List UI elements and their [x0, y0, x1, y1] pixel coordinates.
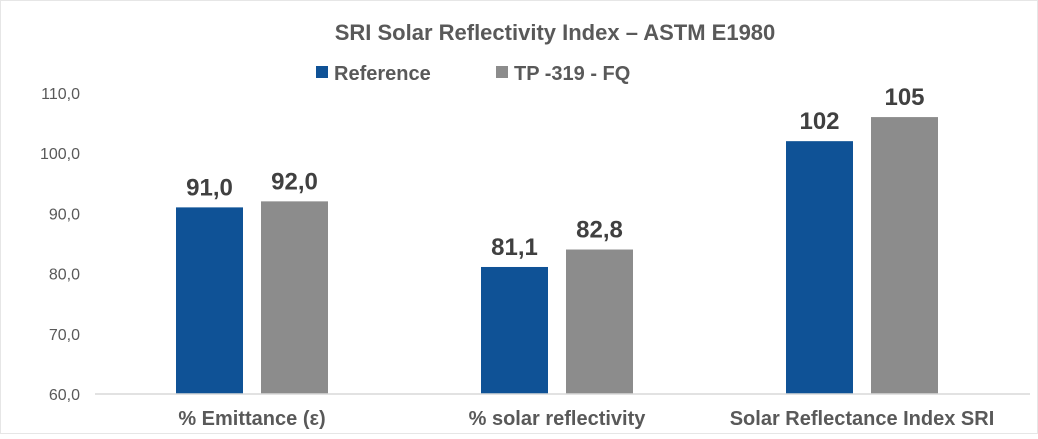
- data-label: 105: [884, 84, 924, 111]
- chart-title: SRI Solar Reflectivity Index – ASTM E198…: [335, 20, 776, 45]
- x-axis: % Emittance (ε) % solar reflectivity Solar…: [178, 408, 994, 430]
- legend-label-0: Reference: [334, 63, 431, 85]
- y-tick-label: 90,0: [49, 206, 80, 223]
- bars: 91,0 92,0 81,1 82,8 102 105: [176, 84, 938, 394]
- y-tick-label: 60,0: [49, 387, 80, 404]
- data-label: 92,0: [271, 168, 318, 195]
- y-tick-label: 100,0: [40, 146, 80, 163]
- bar-tp-319-fq: [871, 117, 938, 394]
- bar-tp-319-fq: [566, 249, 633, 394]
- legend: Reference TP -319 - FQ: [316, 63, 630, 85]
- bar-reference: [481, 266, 548, 394]
- y-tick-label: 110,0: [41, 86, 80, 103]
- legend-label-1: TP -319 - FQ: [514, 63, 630, 85]
- x-tick-label: Solar Reflectance Index SRI: [730, 408, 995, 430]
- bar-tp-319-fq: [261, 201, 328, 394]
- bar-reference: [176, 207, 243, 394]
- data-label: 91,0: [186, 174, 233, 201]
- data-label: 102: [799, 108, 839, 135]
- y-axis: 60,0 70,0 80,0 90,0 100,0 110,0: [40, 86, 80, 404]
- x-tick-label: % Emittance (ε): [178, 408, 325, 430]
- y-tick-label: 70,0: [49, 327, 80, 344]
- data-label: 82,8: [576, 217, 623, 244]
- y-tick-label: 80,0: [49, 267, 80, 284]
- legend-swatch-1: [496, 66, 508, 78]
- legend-swatch-0: [316, 66, 328, 78]
- x-tick-label: % solar reflectivity: [469, 408, 647, 430]
- bar-reference: [786, 141, 853, 394]
- data-label: 81,1: [491, 234, 538, 261]
